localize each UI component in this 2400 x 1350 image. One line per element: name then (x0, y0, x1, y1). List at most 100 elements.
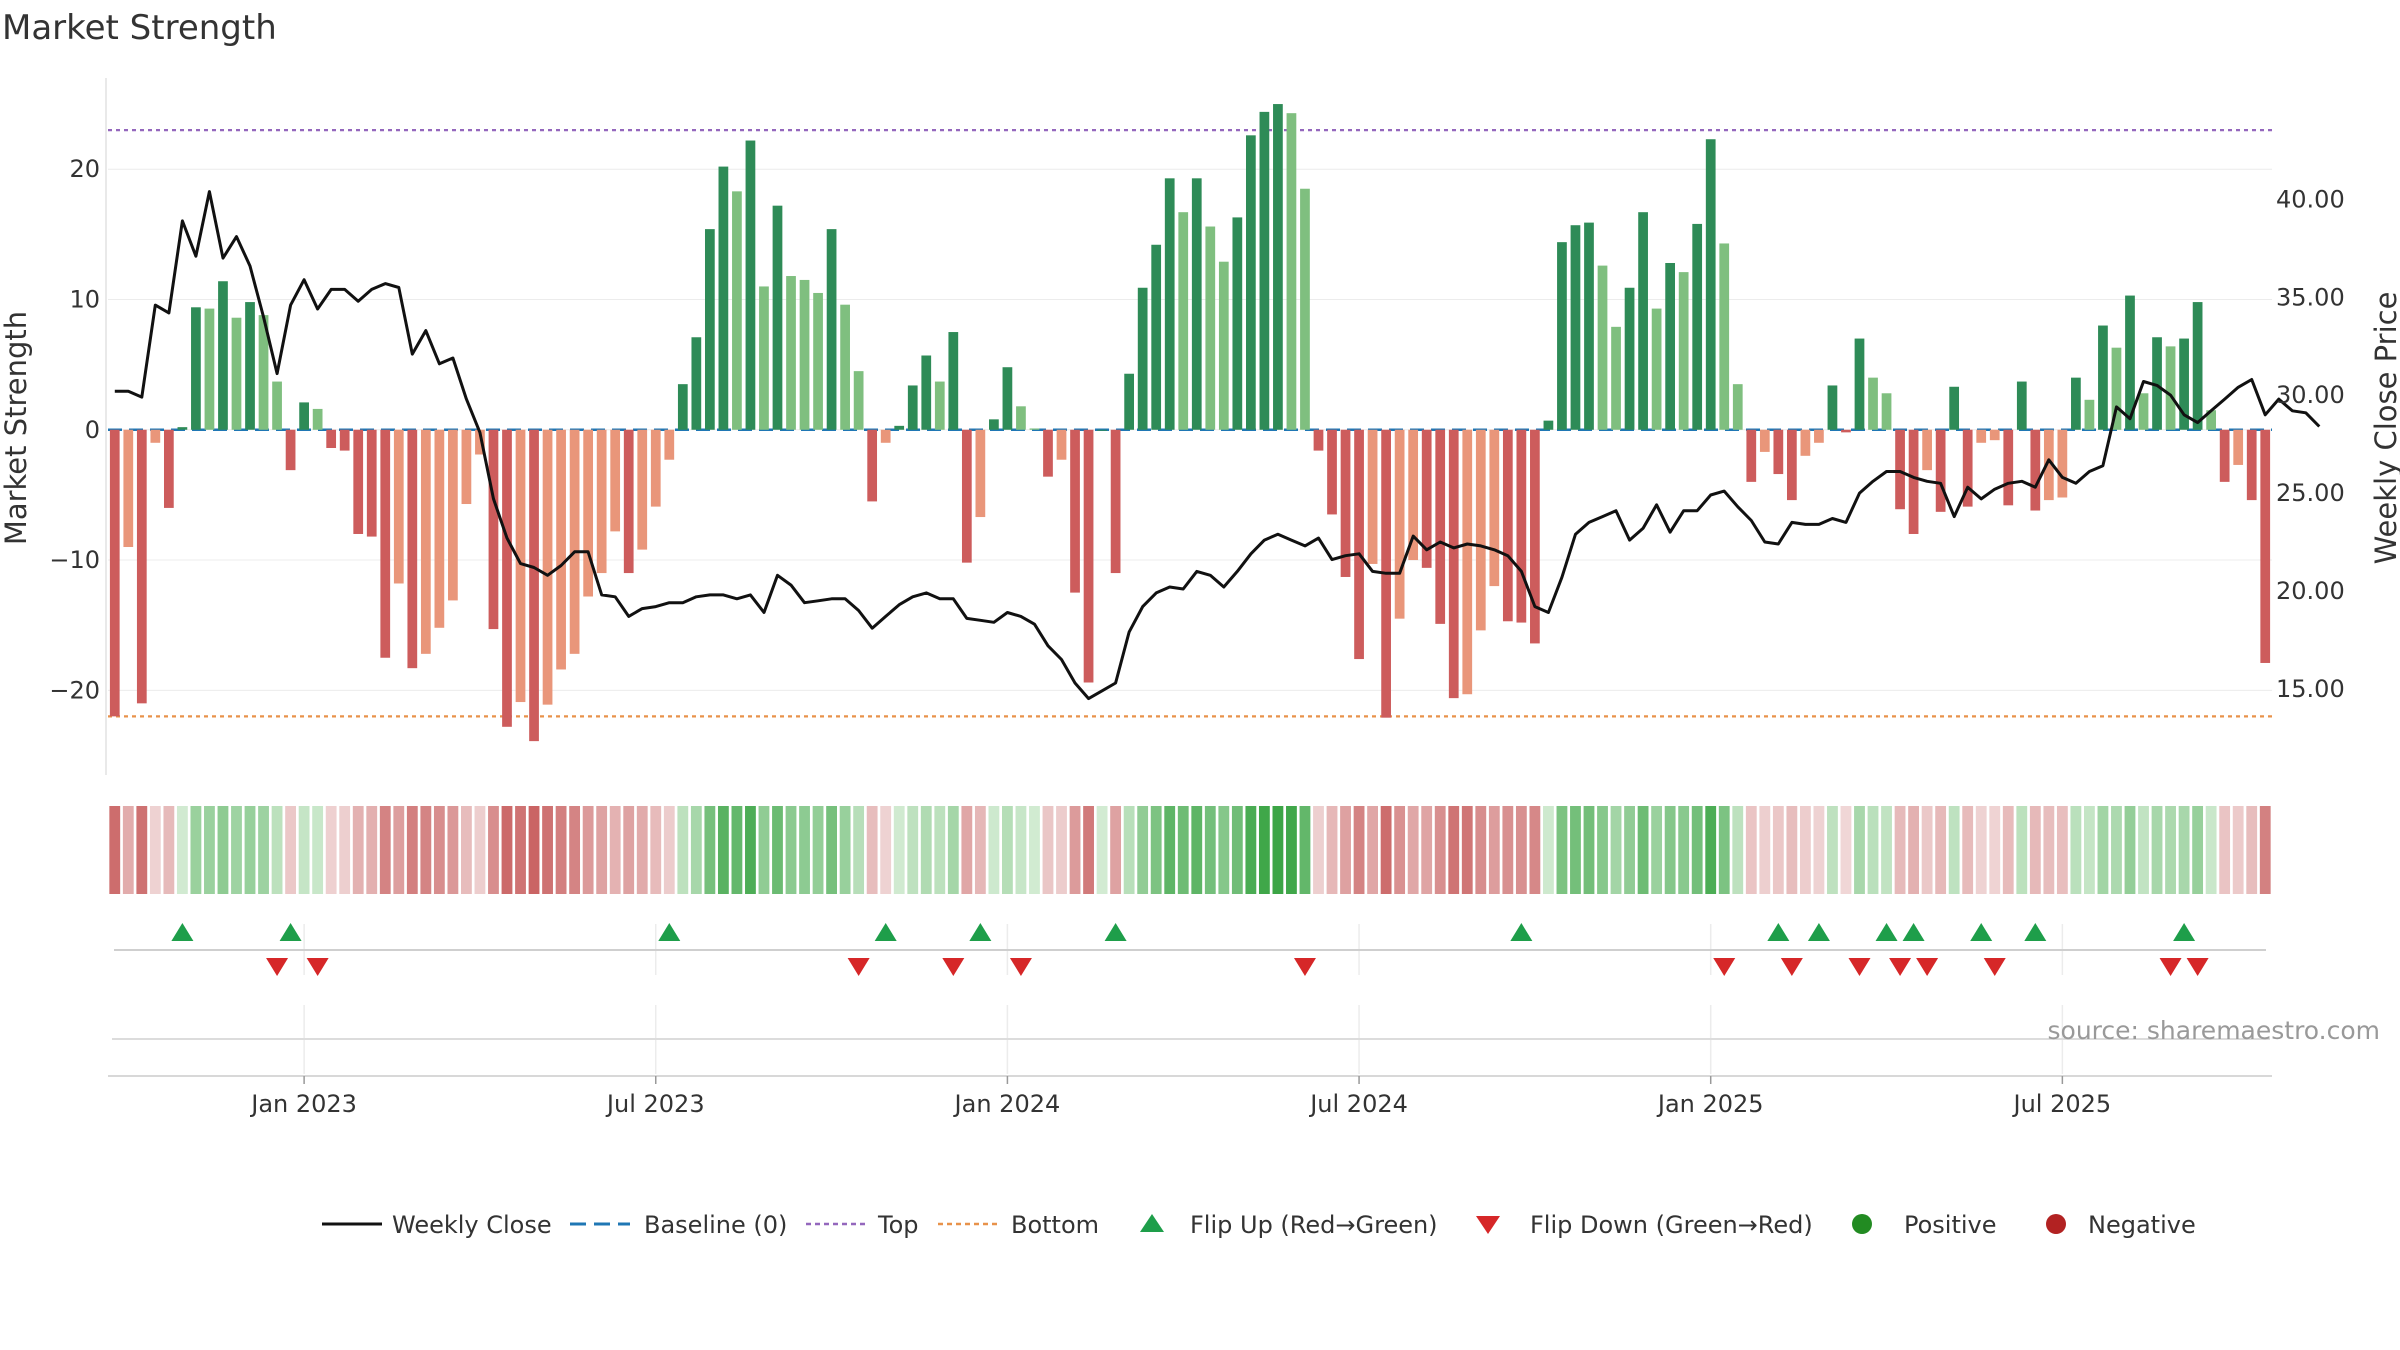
strength-bar (326, 429, 337, 448)
strip-cell (1894, 806, 1906, 894)
strip-cell (974, 806, 986, 894)
strength-bar (556, 429, 566, 670)
strip-cell (1962, 806, 1974, 894)
strip-cell (717, 806, 729, 894)
strength-bar (420, 429, 431, 654)
flip-up-icon (171, 923, 194, 941)
strip-cell (2124, 806, 2136, 894)
strip-cell (2178, 806, 2190, 894)
strip-cell (2205, 806, 2217, 894)
strength-bar (826, 229, 837, 430)
strength-bar (948, 332, 959, 430)
strip-cell (420, 806, 432, 894)
strip-cell (1529, 806, 1541, 894)
strength-bar (1962, 429, 1973, 507)
strip-cell (1691, 806, 1703, 894)
flip-up-icon (1875, 923, 1898, 941)
strength-bar (380, 429, 391, 658)
strength-bar (853, 371, 864, 430)
strength-bar (231, 317, 242, 430)
strength-bar (2098, 325, 2108, 430)
strength-bar (177, 427, 188, 430)
strength-bar (691, 337, 702, 430)
legend-item: Flip Down (Green→Red) (1476, 1211, 1813, 1239)
strip-cell (1799, 806, 1811, 894)
strength-bar (1137, 287, 1148, 430)
strip-cell (461, 806, 472, 894)
strength-bar (461, 429, 472, 505)
strip-cell (2259, 806, 2271, 894)
strip-cell (474, 806, 486, 894)
x-tick-label: Jan 2025 (1656, 1090, 1764, 1118)
strength-bar (1908, 429, 1919, 534)
strength-bar (786, 276, 796, 430)
strip-cell (1975, 806, 1987, 894)
strip-cell (1299, 806, 1311, 894)
strength-bar (1881, 393, 1892, 430)
strip-cell (1664, 806, 1676, 894)
y-tick-label: 20 (69, 155, 100, 183)
strip-cell (528, 806, 540, 894)
weekly-close-line (114, 190, 2321, 701)
strength-bar (353, 429, 364, 534)
source-note: source: sharemaestro.com (2048, 1016, 2381, 1045)
strength-bar (921, 355, 932, 430)
legend-label: Top (877, 1211, 919, 1239)
legend-label: Flip Down (Green→Red) (1530, 1211, 1813, 1239)
legend-label: Flip Up (Red→Green) (1190, 1211, 1438, 1239)
strip-cell (406, 806, 418, 894)
strength-bar (1110, 429, 1121, 574)
strength-bar (569, 429, 580, 654)
strip-cell (1326, 806, 1338, 894)
strip-cell (1096, 806, 1108, 894)
strip-cell (2084, 806, 2095, 894)
strip-cell (2165, 806, 2176, 894)
strength-bar (109, 429, 120, 717)
strip-cell (501, 806, 513, 894)
strength-bar (1191, 178, 1202, 430)
strength-bar (1029, 428, 1040, 430)
strip-cell (1678, 806, 1690, 894)
legend-item: Top (806, 1211, 919, 1239)
strip-cell (2056, 806, 2068, 894)
strip-cell (569, 806, 581, 894)
strip-cell (961, 806, 973, 894)
x-axis: Jan 2023 Jul 2023 Jan 2024 Jul 2024 Jan 2025… (108, 1005, 2272, 1118)
strip-cell (839, 806, 851, 894)
strength-bar (1922, 429, 1932, 471)
strip-cell (1002, 806, 1013, 894)
strength-bar (1340, 429, 1351, 577)
strength-bar (204, 308, 215, 430)
strength-bar (191, 307, 201, 430)
flip-down-icon (1889, 958, 1912, 976)
strength-bar (1367, 429, 1378, 564)
strip-cell (393, 806, 405, 894)
strength-bar (1692, 223, 1703, 430)
strength-bar (989, 419, 999, 430)
strip-cell (1353, 806, 1365, 894)
strength-bar (1300, 188, 1310, 430)
strip-cell (1854, 806, 1865, 894)
strength-bar (1394, 429, 1405, 619)
strip-cell (1380, 806, 1392, 894)
strip-cell (1110, 806, 1122, 894)
y2-axis-label: Weekly Close Price (2369, 292, 2400, 565)
strength-bar (1516, 429, 1527, 623)
strength-bar (1245, 135, 1256, 430)
flip-up-icon (658, 923, 681, 941)
strength-bar (1841, 429, 1851, 433)
strip-cell (1313, 806, 1324, 894)
strip-cell (1759, 806, 1771, 894)
x-tick-label: Jul 2025 (2012, 1090, 2112, 1118)
strength-bar (150, 429, 161, 443)
strength-bar (529, 429, 539, 742)
strip-cell (812, 806, 824, 894)
strip-cell (2029, 806, 2041, 894)
strength-bar (1597, 265, 1608, 430)
strip-cell (217, 806, 229, 894)
strip-cell (163, 806, 175, 894)
strength-bar (961, 429, 972, 563)
strength-bar (339, 429, 350, 451)
strength-bar (542, 429, 553, 705)
